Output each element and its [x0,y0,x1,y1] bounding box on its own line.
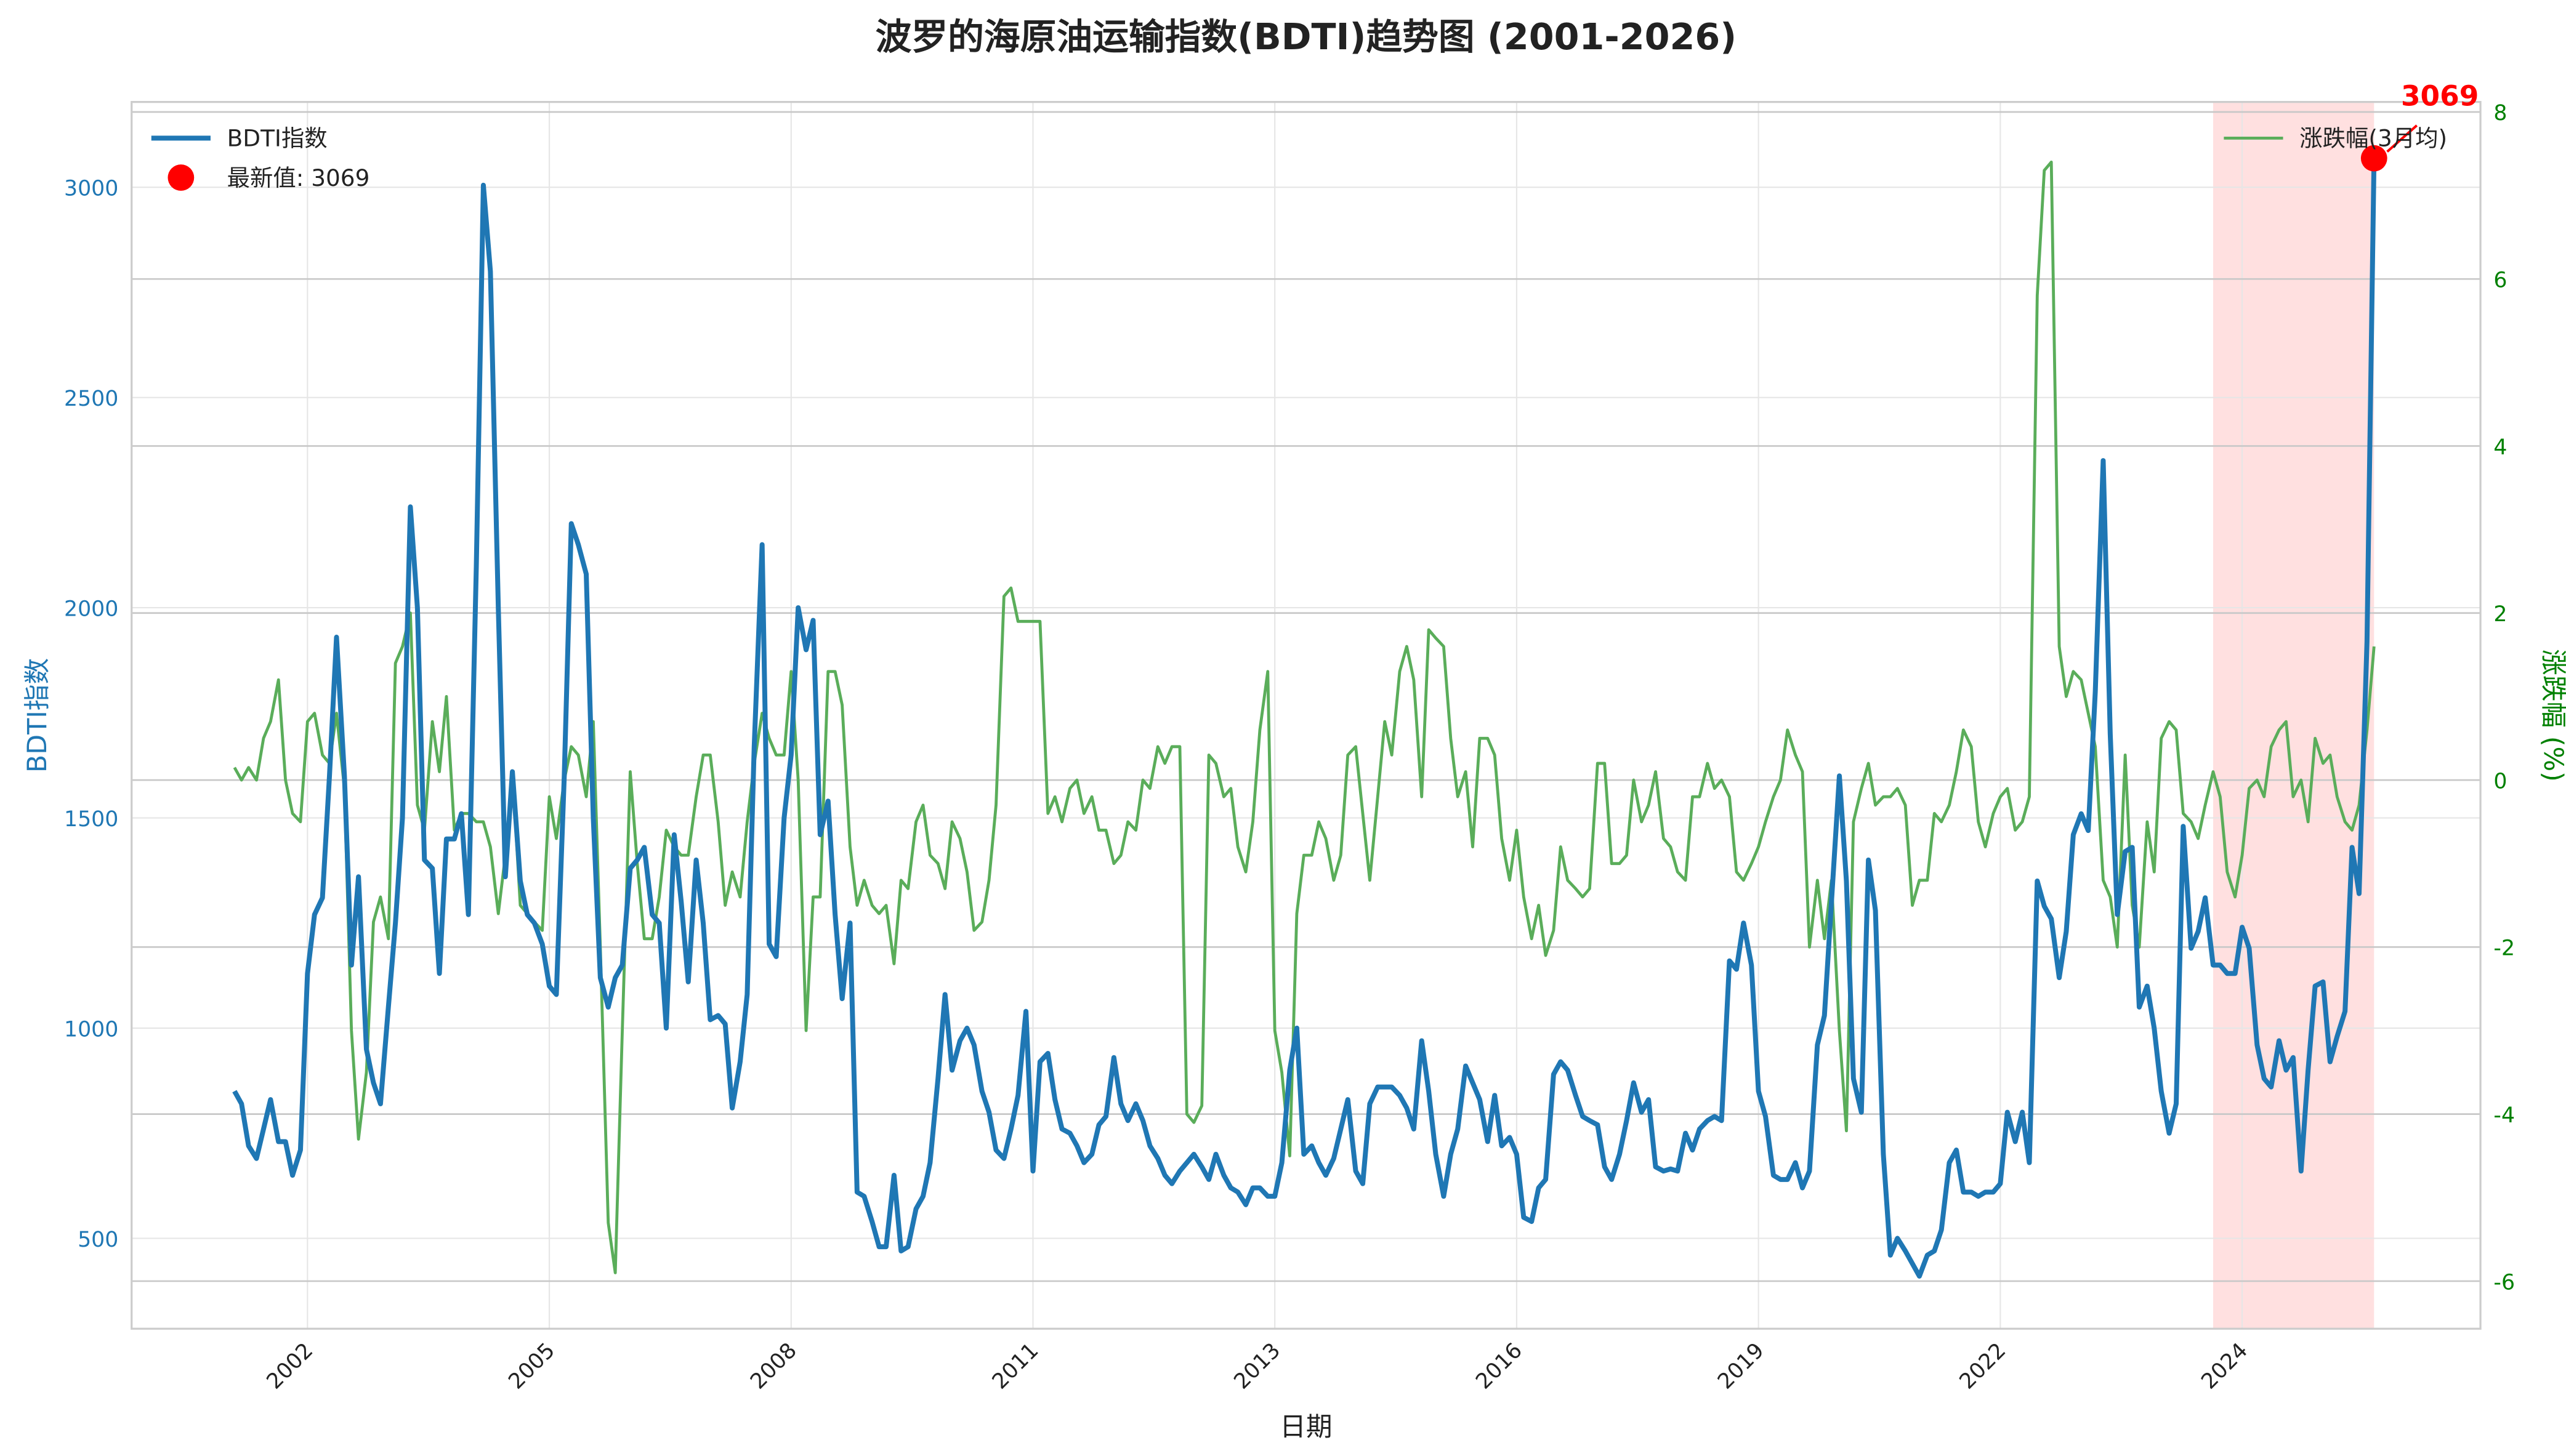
highlight-span [2213,102,2374,1329]
y2-tick-label: -4 [2493,1103,2515,1128]
index-line [232,158,2377,1279]
x-axis-label: 日期 [1280,1412,1332,1442]
annotation-arrow [2386,124,2418,153]
legend-label: BDTI指数 [227,125,328,152]
y-tick-label: 2500 [64,387,118,411]
y2-tick-label: 2 [2493,602,2507,627]
y-tick-label: 1000 [64,1017,118,1042]
annotation: 3069 [2401,80,2479,113]
y-tick-label: 3000 [64,177,118,201]
y-tick-label: 1500 [64,807,118,832]
y-axis-label: BDTI指数 [22,658,53,773]
y2-tick-label: 8 [2493,101,2507,126]
y2-tick-label: -2 [2493,936,2515,961]
y2-tick-label: -6 [2493,1270,2515,1295]
y2-axis-label: 涨跌幅 (%) [2538,649,2566,782]
legend-swatch [167,164,195,191]
legend-label: 涨跌幅(3月均) [2299,125,2447,152]
chart-title: 波罗的海原油运输指数(BDTI)趋势图 (2001-2026) [876,15,1737,58]
latest-point [2360,145,2387,172]
y2-tick-label: 0 [2493,769,2507,794]
legend-label: 最新值: 3069 [227,164,370,191]
y2-tick-label: 4 [2493,435,2507,460]
plot-frame [131,101,2482,1330]
y2-tick-label: 6 [2493,268,2507,293]
y-tick-label: 500 [78,1228,118,1252]
y-tick-label: 2000 [64,597,118,621]
